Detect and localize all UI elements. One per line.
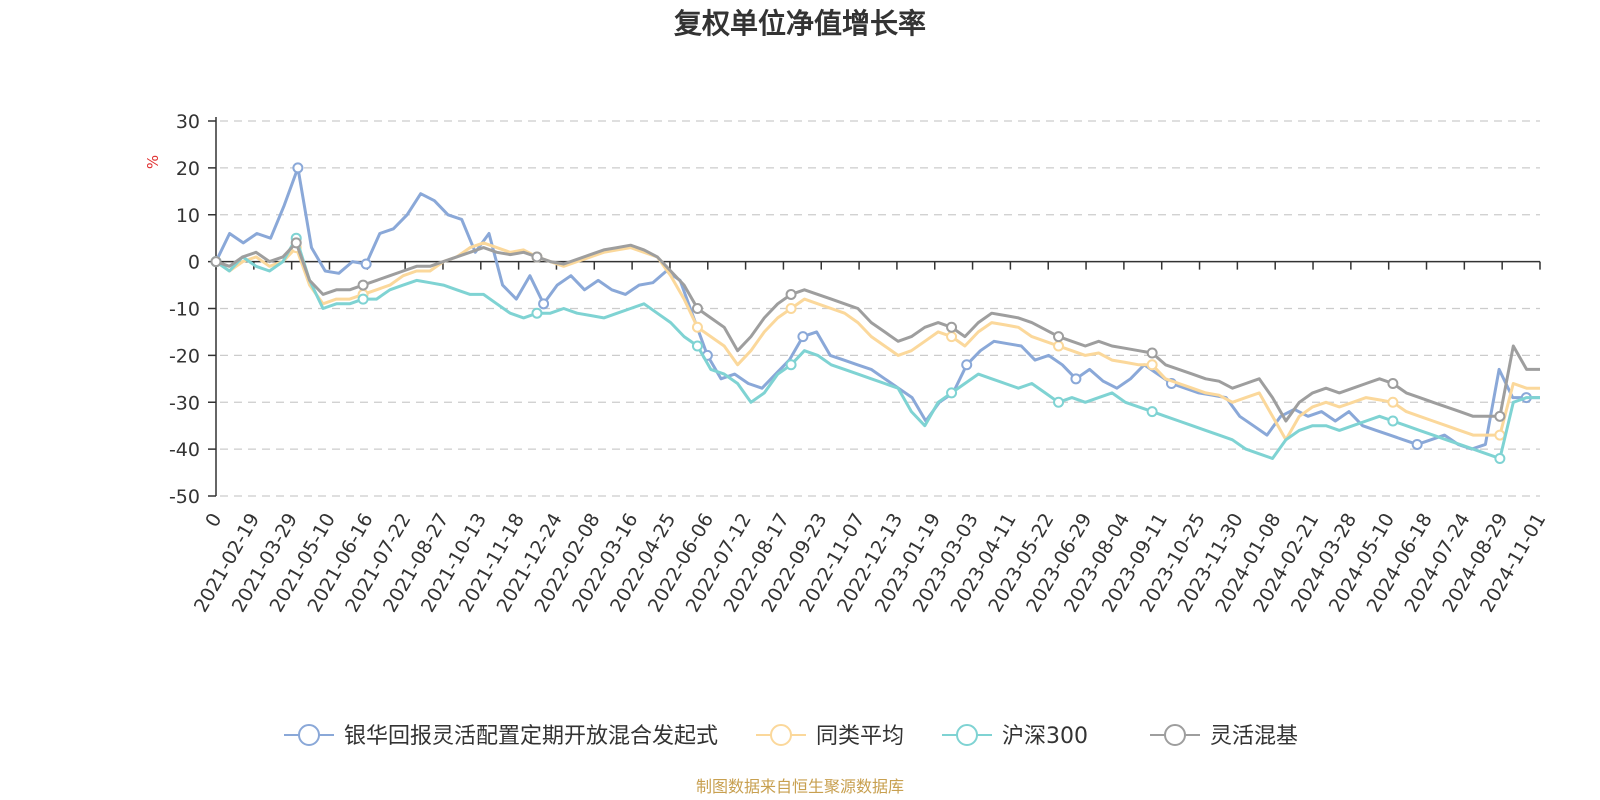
y-tick-label: -20 bbox=[169, 345, 200, 367]
legend-item-1: 同类平均 bbox=[756, 724, 904, 749]
series-line bbox=[215, 241, 1540, 423]
legend-item-2: 沪深300 bbox=[942, 724, 1088, 749]
y-tick-label: -50 bbox=[169, 486, 200, 508]
legend: 银华回报灵活配置定期开放混合发起式 同类平均 沪深300 灵活混基 bbox=[284, 724, 1298, 749]
series-point bbox=[210, 256, 222, 268]
y-axis-unit: % bbox=[144, 155, 162, 169]
series-line bbox=[215, 241, 1540, 442]
legend-label: 灵活混基 bbox=[1210, 724, 1298, 749]
series-point bbox=[785, 359, 797, 371]
series-point bbox=[1387, 396, 1399, 408]
series-point bbox=[785, 288, 797, 300]
legend-swatch-marker bbox=[298, 724, 320, 746]
series-3 bbox=[210, 237, 1540, 423]
series-point bbox=[946, 387, 958, 399]
series-line bbox=[215, 236, 1540, 460]
series-point bbox=[290, 237, 302, 249]
series-point bbox=[531, 307, 543, 319]
y-tick-label: 30 bbox=[176, 111, 200, 133]
series-point bbox=[1053, 331, 1065, 343]
series-1 bbox=[210, 241, 1540, 442]
source-note: 制图数据来自恒生聚源数据库 bbox=[696, 777, 904, 796]
legend-label: 同类平均 bbox=[816, 724, 904, 749]
series-point bbox=[691, 340, 703, 352]
series-point bbox=[1146, 359, 1158, 371]
y-tick-label: 0 bbox=[188, 252, 200, 274]
series-point bbox=[1053, 396, 1065, 408]
series-point bbox=[292, 162, 304, 174]
legend-label: 沪深300 bbox=[1002, 724, 1088, 749]
series-0 bbox=[210, 162, 1540, 451]
series-point bbox=[1494, 410, 1506, 422]
axes: 3020100-10-20-30-40-5002021-02-192021-03… bbox=[169, 111, 1550, 616]
series-point bbox=[946, 331, 958, 343]
legend-swatch-marker bbox=[956, 724, 978, 746]
series-point bbox=[1053, 340, 1065, 352]
legend-label: 银华回报灵活配置定期开放混合发起式 bbox=[344, 724, 718, 749]
series-point bbox=[1494, 453, 1506, 464]
series-point bbox=[538, 298, 550, 310]
grid-lines bbox=[220, 120, 1540, 497]
x-tick-label: 0 bbox=[201, 510, 226, 531]
legend-swatch-marker bbox=[1164, 724, 1186, 746]
series-point bbox=[357, 279, 369, 291]
y-tick-label: -10 bbox=[169, 299, 200, 321]
series-point bbox=[961, 359, 973, 371]
series-point bbox=[531, 251, 543, 263]
legend-item-0: 银华回报灵活配置定期开放混合发起式 bbox=[284, 724, 718, 749]
y-tick-label: -30 bbox=[169, 392, 200, 414]
series-point bbox=[1494, 429, 1506, 441]
series-point bbox=[1146, 347, 1158, 359]
y-tick-label: 10 bbox=[176, 205, 200, 227]
series-point bbox=[797, 331, 809, 343]
y-tick-label: -40 bbox=[169, 439, 200, 461]
series-point bbox=[946, 321, 958, 333]
series-point bbox=[1070, 373, 1082, 385]
series-point bbox=[691, 303, 703, 314]
series-point bbox=[1387, 415, 1399, 427]
series-point bbox=[1387, 378, 1399, 389]
series-point bbox=[357, 293, 369, 305]
series-line bbox=[214, 166, 1540, 451]
y-tick-label: 20 bbox=[176, 158, 200, 180]
series-point bbox=[785, 303, 797, 314]
series-point bbox=[1146, 406, 1158, 418]
series-point bbox=[1411, 438, 1423, 450]
series-layer bbox=[210, 162, 1540, 464]
legend-item-3: 灵活混基 bbox=[1150, 724, 1298, 749]
series-point bbox=[691, 321, 703, 333]
series-point bbox=[360, 258, 372, 270]
chart-title: 复权单位净值增长率 bbox=[674, 7, 926, 40]
legend-swatch-marker bbox=[770, 724, 792, 746]
